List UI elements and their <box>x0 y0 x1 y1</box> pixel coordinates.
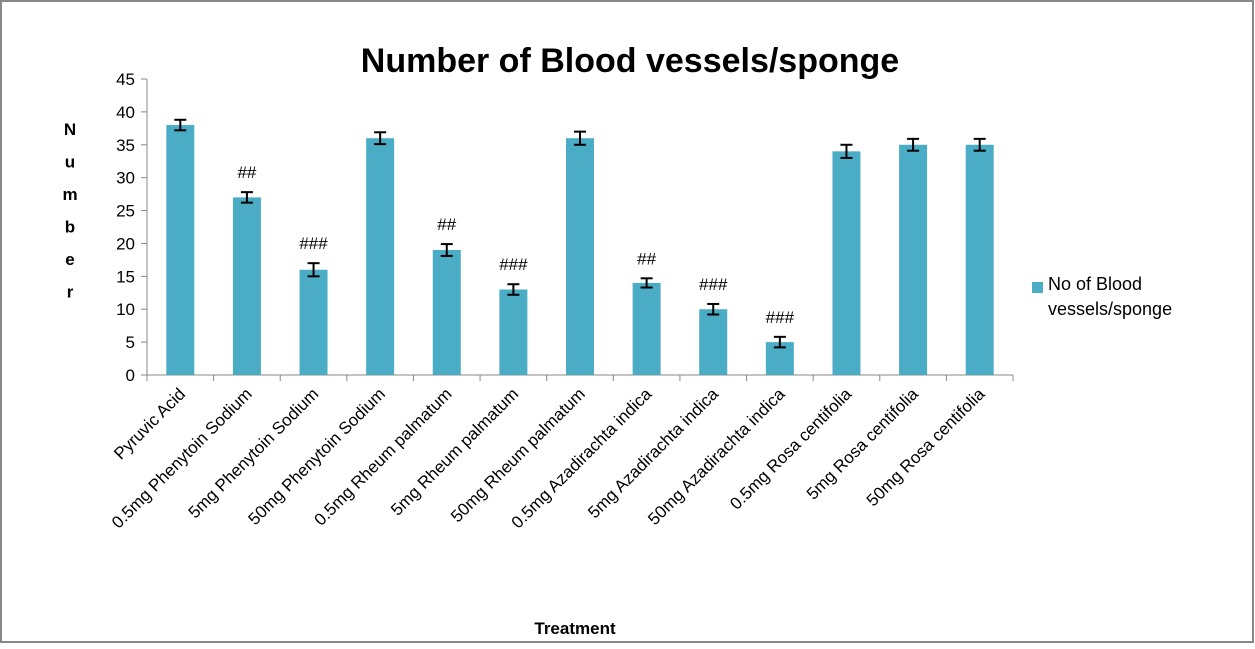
error-bar <box>174 118 187 132</box>
bar <box>965 144 994 375</box>
y-tick-label: 20 <box>116 234 135 253</box>
error-bar <box>440 243 453 257</box>
error-bar <box>640 277 653 289</box>
annotation: ### <box>699 275 728 294</box>
error-bar <box>840 143 853 159</box>
y-tick-label: 30 <box>116 169 135 188</box>
annotation: ## <box>437 215 456 234</box>
y-tick-label: 45 <box>116 70 135 89</box>
bar <box>366 138 395 375</box>
error-bar <box>907 137 920 152</box>
annotation: ## <box>637 249 656 268</box>
error-bar <box>973 137 986 152</box>
y-tick-label: 40 <box>116 103 135 122</box>
legend-swatch <box>1032 282 1043 293</box>
annotation: ### <box>766 308 795 327</box>
y-tick-label: 0 <box>126 366 135 385</box>
bar <box>899 144 928 375</box>
bar <box>299 269 328 375</box>
annotation: ## <box>237 163 256 182</box>
y-tick-label: 35 <box>116 136 135 155</box>
bar <box>699 309 728 375</box>
bar <box>499 289 528 375</box>
legend-label: No of Blood vessels/sponge <box>1048 274 1173 319</box>
y-tick-label: 5 <box>126 333 135 352</box>
y-tick-label: 10 <box>116 300 135 319</box>
y-tick-label: 15 <box>116 267 135 286</box>
error-bar <box>773 335 786 349</box>
y-tick-label: 25 <box>116 202 135 221</box>
error-bar <box>374 131 387 146</box>
x-axis-label: Treatment <box>534 619 616 638</box>
error-bar <box>507 283 520 296</box>
legend-box: No of Blood vessels/sponge <box>1048 274 1173 319</box>
error-bar <box>707 302 720 316</box>
bar <box>632 282 661 375</box>
bar <box>166 125 195 376</box>
error-bar <box>574 130 586 146</box>
bar <box>566 138 594 375</box>
bar <box>832 151 861 375</box>
error-bar <box>307 262 320 278</box>
bar <box>232 197 261 375</box>
error-bar <box>240 191 253 204</box>
bar <box>432 250 461 375</box>
chart-title: Number of Blood vessels/sponge <box>361 42 899 80</box>
annotation: ### <box>499 255 528 274</box>
annotation: ### <box>299 234 328 253</box>
